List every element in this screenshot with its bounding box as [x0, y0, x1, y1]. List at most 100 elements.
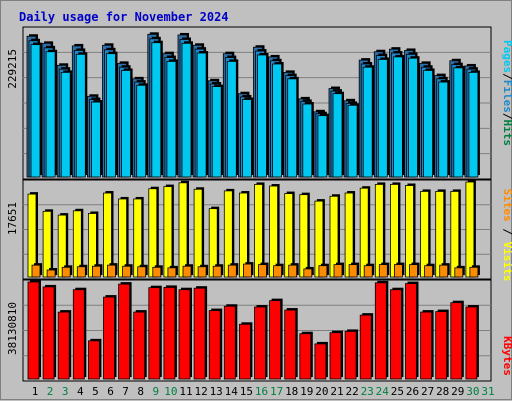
kbytes-bar: [299, 333, 312, 380]
kbytes-bar: [374, 282, 387, 380]
sites-bar: [182, 265, 192, 278]
day-label: 26: [406, 385, 419, 398]
kbytes-bar: [450, 302, 463, 380]
sites-bar: [61, 266, 71, 278]
side-label: Pages/Files/Hits: [501, 40, 512, 146]
sites-bar: [439, 264, 449, 278]
day-label: 20: [315, 385, 328, 398]
sites-bar: [212, 265, 222, 278]
pages-bar: [392, 56, 403, 178]
side-label-part: Visits: [501, 242, 512, 282]
sites-bar: [333, 264, 343, 278]
kbytes-bar: [178, 289, 191, 380]
kbytes-bar: [314, 343, 327, 380]
kbytes-bar: [103, 296, 115, 380]
visits-bar: [163, 186, 173, 278]
visits-bar: [359, 187, 369, 278]
kbytes-bar: [148, 287, 161, 380]
visits-bar: [269, 185, 279, 278]
pages-bar: [468, 71, 479, 178]
pages-bar: [75, 53, 86, 178]
day-label: 2: [47, 385, 54, 398]
kbytes-bar: [389, 289, 402, 380]
kbytes-bar: [193, 287, 206, 380]
pages-bar: [347, 104, 358, 178]
pages-bar: [241, 99, 252, 178]
pages-bar: [136, 84, 147, 178]
kbytes-bar: [344, 331, 357, 380]
day-label: 6: [107, 385, 114, 398]
day-label: 16: [255, 385, 268, 398]
side-label: Sites / Visits: [501, 189, 512, 282]
pages-bar: [166, 61, 177, 178]
day-label: 18: [285, 385, 298, 398]
side-label-part: KBytes: [501, 336, 512, 376]
day-label: 19: [300, 385, 313, 398]
sites-bar: [31, 264, 41, 278]
day-label: 14: [225, 385, 239, 398]
day-label: 5: [92, 385, 99, 398]
kbytes-bar: [359, 314, 372, 380]
kbytes-bar: [208, 310, 221, 380]
sites-bar: [393, 264, 403, 278]
kbytes-bar: [435, 311, 448, 380]
sites-bar: [469, 266, 479, 278]
day-label: 9: [152, 385, 159, 398]
pages-bar: [453, 67, 464, 178]
visits-bar: [450, 191, 460, 278]
sites-bar: [454, 267, 464, 278]
kbytes-bar: [405, 283, 417, 380]
pages-bar: [226, 61, 237, 178]
visits-bar: [148, 188, 158, 278]
kbytes-bar: [163, 287, 176, 380]
pages-bar: [60, 71, 71, 178]
side-label: KBytes: [501, 336, 512, 376]
kbytes-bar: [465, 306, 478, 380]
pages-bar: [272, 63, 283, 178]
day-label: 4: [77, 385, 84, 398]
sites-bar: [107, 264, 116, 278]
kbytes-bar: [329, 332, 342, 380]
day-label: 30: [466, 385, 479, 398]
pages-bar: [257, 54, 267, 178]
pages-bar: [317, 115, 328, 178]
visits-bar: [465, 181, 475, 278]
day-label: 27: [421, 385, 434, 398]
pages-bar: [181, 42, 192, 178]
pages-bar: [30, 44, 41, 178]
kbytes-bar: [118, 283, 130, 380]
day-label: 23: [361, 385, 374, 398]
y-max-label-1: 17651: [6, 202, 19, 235]
visits-bar: [42, 210, 52, 278]
day-label: 10: [164, 385, 177, 398]
sites-bar: [318, 265, 328, 278]
sites-bar: [92, 265, 101, 278]
day-label: 7: [122, 385, 129, 398]
day-label: 17: [270, 385, 283, 398]
pages-bar: [91, 101, 101, 178]
sites-bar: [122, 265, 131, 278]
pages-bar: [287, 78, 298, 178]
kbytes-bar: [27, 281, 40, 380]
day-label: 28: [436, 385, 449, 398]
sites-bar: [76, 266, 86, 278]
pages-bar: [211, 86, 222, 178]
sites-bar: [197, 266, 207, 278]
sites-bar: [409, 264, 418, 278]
pages-bar: [362, 66, 373, 178]
kbytes-bar: [238, 323, 251, 380]
side-label-part: Hits: [501, 120, 512, 147]
day-label: 22: [345, 385, 358, 398]
day-label: 21: [330, 385, 343, 398]
sites-bar: [227, 264, 237, 278]
kbytes-bar: [223, 305, 236, 380]
sites-bar: [152, 266, 162, 278]
sites-bar: [167, 267, 177, 278]
day-label: 31: [481, 385, 494, 398]
day-label: 13: [210, 385, 223, 398]
pages-bar: [423, 70, 434, 178]
side-label-part: Files: [501, 80, 512, 113]
visits-bar: [193, 188, 203, 278]
kbytes-bar: [420, 311, 433, 380]
